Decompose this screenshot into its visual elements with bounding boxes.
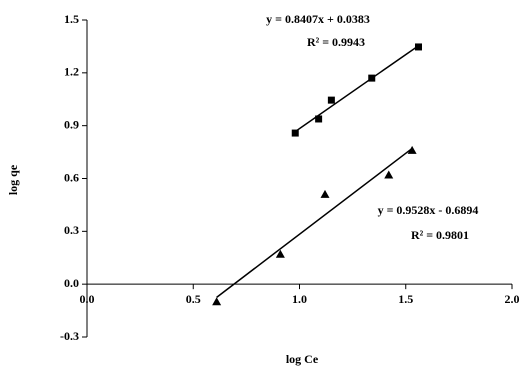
y-tick-label: -0.3 [60,329,79,343]
point [315,115,322,122]
y-tick-label: 0.6 [64,170,79,184]
trendline [217,148,413,297]
point [212,297,221,305]
x-tick-label: 0.0 [80,292,95,306]
trendline [295,46,418,132]
y-tick-label: 1.2 [64,65,79,79]
point [384,170,393,178]
y-tick-label: 0.0 [64,276,79,290]
y-tick-label: 0.9 [64,117,79,131]
point [328,97,335,104]
point [292,130,299,137]
annotation: y = 0.9528x - 0.6894 [378,203,479,217]
annotation: R² = 0.9801 [411,228,469,242]
point [415,43,422,50]
y-tick-label: 1.5 [64,12,79,26]
annotation: y = 0.8407x + 0.0383 [266,12,370,26]
point [321,190,330,198]
x-tick-label: 1.0 [292,292,307,306]
point [408,146,417,154]
point [368,75,375,82]
chart: y = 0.8407x + 0.0383 R² = 0.9943 y = 0.9… [0,0,527,371]
x-axis-label: log Ce [286,352,319,366]
x-tick-label: 2.0 [505,292,520,306]
x-tick-label: 1.5 [398,292,413,306]
x-tick-label: 0.5 [186,292,201,306]
y-axis-label: log qe [6,164,20,195]
annotation: R² = 0.9943 [307,35,365,49]
y-tick-label: 0.3 [64,223,79,237]
